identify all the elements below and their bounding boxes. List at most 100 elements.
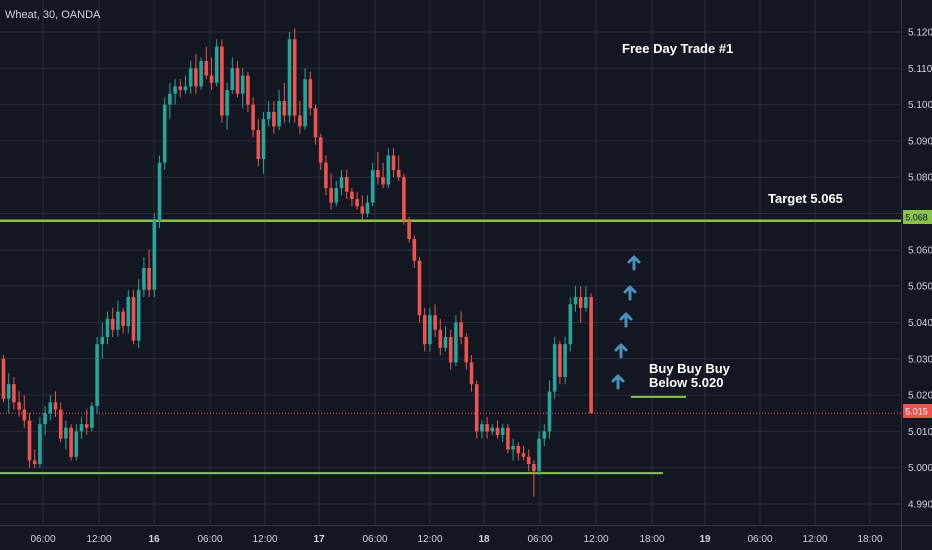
candle[interactable] xyxy=(74,424,79,461)
candle[interactable] xyxy=(121,307,125,334)
candle[interactable] xyxy=(589,293,593,414)
candle[interactable] xyxy=(277,90,281,131)
candle[interactable] xyxy=(183,75,188,94)
candle[interactable] xyxy=(339,169,344,196)
candle[interactable] xyxy=(292,28,297,123)
candle[interactable] xyxy=(225,82,229,131)
candle[interactable] xyxy=(558,340,562,385)
candle[interactable] xyxy=(438,318,443,356)
candle[interactable] xyxy=(95,336,99,414)
candle[interactable] xyxy=(240,68,245,109)
candle[interactable] xyxy=(344,169,349,200)
candle[interactable] xyxy=(6,373,11,414)
candle[interactable] xyxy=(287,32,292,123)
candle[interactable] xyxy=(573,286,578,312)
candle[interactable] xyxy=(454,315,458,367)
candle[interactable] xyxy=(272,100,276,134)
candle[interactable] xyxy=(407,217,411,243)
candle[interactable] xyxy=(116,300,120,337)
candle[interactable] xyxy=(230,57,235,94)
candle[interactable] xyxy=(480,420,484,439)
candle[interactable] xyxy=(204,46,209,80)
candle[interactable] xyxy=(48,395,53,421)
candle[interactable] xyxy=(266,100,271,127)
candle[interactable] xyxy=(105,311,110,345)
candle[interactable] xyxy=(516,442,521,461)
candle[interactable] xyxy=(147,249,151,298)
candle[interactable] xyxy=(53,391,58,417)
candle[interactable] xyxy=(469,355,474,392)
candle[interactable] xyxy=(214,39,219,87)
time-axis[interactable]: 06:00 12:00 16 06:00 12:00 17 06:00 12:00 18 06:0… xyxy=(30,534,882,545)
candle[interactable] xyxy=(459,311,463,345)
candle[interactable] xyxy=(152,213,157,298)
candle[interactable] xyxy=(173,79,177,105)
price-axis[interactable]: 5.1205.1105.1005.0905.0805.0705.0605.050… xyxy=(908,28,932,511)
candle[interactable] xyxy=(532,460,536,497)
candle[interactable] xyxy=(318,133,323,170)
candle[interactable] xyxy=(188,61,193,94)
candle[interactable] xyxy=(58,402,63,443)
candle[interactable] xyxy=(90,402,94,432)
candle[interactable] xyxy=(256,119,261,167)
candle[interactable] xyxy=(365,195,370,218)
candle[interactable] xyxy=(12,376,16,410)
candle[interactable] xyxy=(199,57,203,91)
candle[interactable] xyxy=(360,195,365,221)
candle[interactable] xyxy=(1,355,6,403)
candle[interactable] xyxy=(547,380,552,439)
candle[interactable] xyxy=(303,68,307,131)
candle[interactable] xyxy=(428,307,432,352)
candle[interactable] xyxy=(563,336,567,385)
candle[interactable] xyxy=(22,395,27,428)
candle[interactable] xyxy=(537,431,541,475)
candle[interactable] xyxy=(526,449,531,472)
candle[interactable] xyxy=(402,173,406,225)
candle[interactable] xyxy=(485,416,489,439)
candle[interactable] xyxy=(370,162,375,207)
candle[interactable] xyxy=(246,71,250,112)
candle[interactable] xyxy=(209,57,214,91)
candle[interactable] xyxy=(251,97,255,138)
candle[interactable] xyxy=(542,424,547,446)
candle[interactable] xyxy=(178,79,183,98)
candle[interactable] xyxy=(376,151,380,185)
candle[interactable] xyxy=(433,304,437,337)
candle[interactable] xyxy=(474,380,479,439)
candle[interactable] xyxy=(313,104,318,145)
candle[interactable] xyxy=(568,297,573,352)
candle[interactable] xyxy=(131,289,136,345)
candle[interactable] xyxy=(324,155,328,196)
candle[interactable] xyxy=(308,71,313,116)
candle[interactable] xyxy=(157,155,162,229)
candle[interactable] xyxy=(417,257,422,323)
candle[interactable] xyxy=(84,409,89,436)
candle[interactable] xyxy=(391,148,396,178)
candle[interactable] xyxy=(282,82,287,123)
candle[interactable] xyxy=(511,438,515,461)
candle[interactable] xyxy=(261,111,266,174)
candle[interactable] xyxy=(43,405,47,436)
candle[interactable] xyxy=(334,180,339,207)
candle[interactable] xyxy=(64,420,68,450)
candle[interactable] xyxy=(490,424,495,436)
candle[interactable] xyxy=(142,257,146,298)
candle[interactable] xyxy=(126,289,131,334)
candle[interactable] xyxy=(578,286,583,323)
candle[interactable] xyxy=(422,307,427,352)
candle[interactable] xyxy=(464,333,469,370)
candle[interactable] xyxy=(110,307,115,337)
candle[interactable] xyxy=(584,286,588,312)
candle[interactable] xyxy=(27,413,32,468)
candle[interactable] xyxy=(396,155,401,181)
candle[interactable] xyxy=(495,420,500,439)
candle[interactable] xyxy=(448,329,453,370)
candle[interactable] xyxy=(329,173,333,210)
candle[interactable] xyxy=(443,326,448,352)
candle[interactable] xyxy=(235,61,240,98)
candle[interactable] xyxy=(552,336,557,399)
candle[interactable] xyxy=(386,148,391,189)
candle[interactable] xyxy=(412,235,417,268)
candle[interactable] xyxy=(298,100,302,134)
